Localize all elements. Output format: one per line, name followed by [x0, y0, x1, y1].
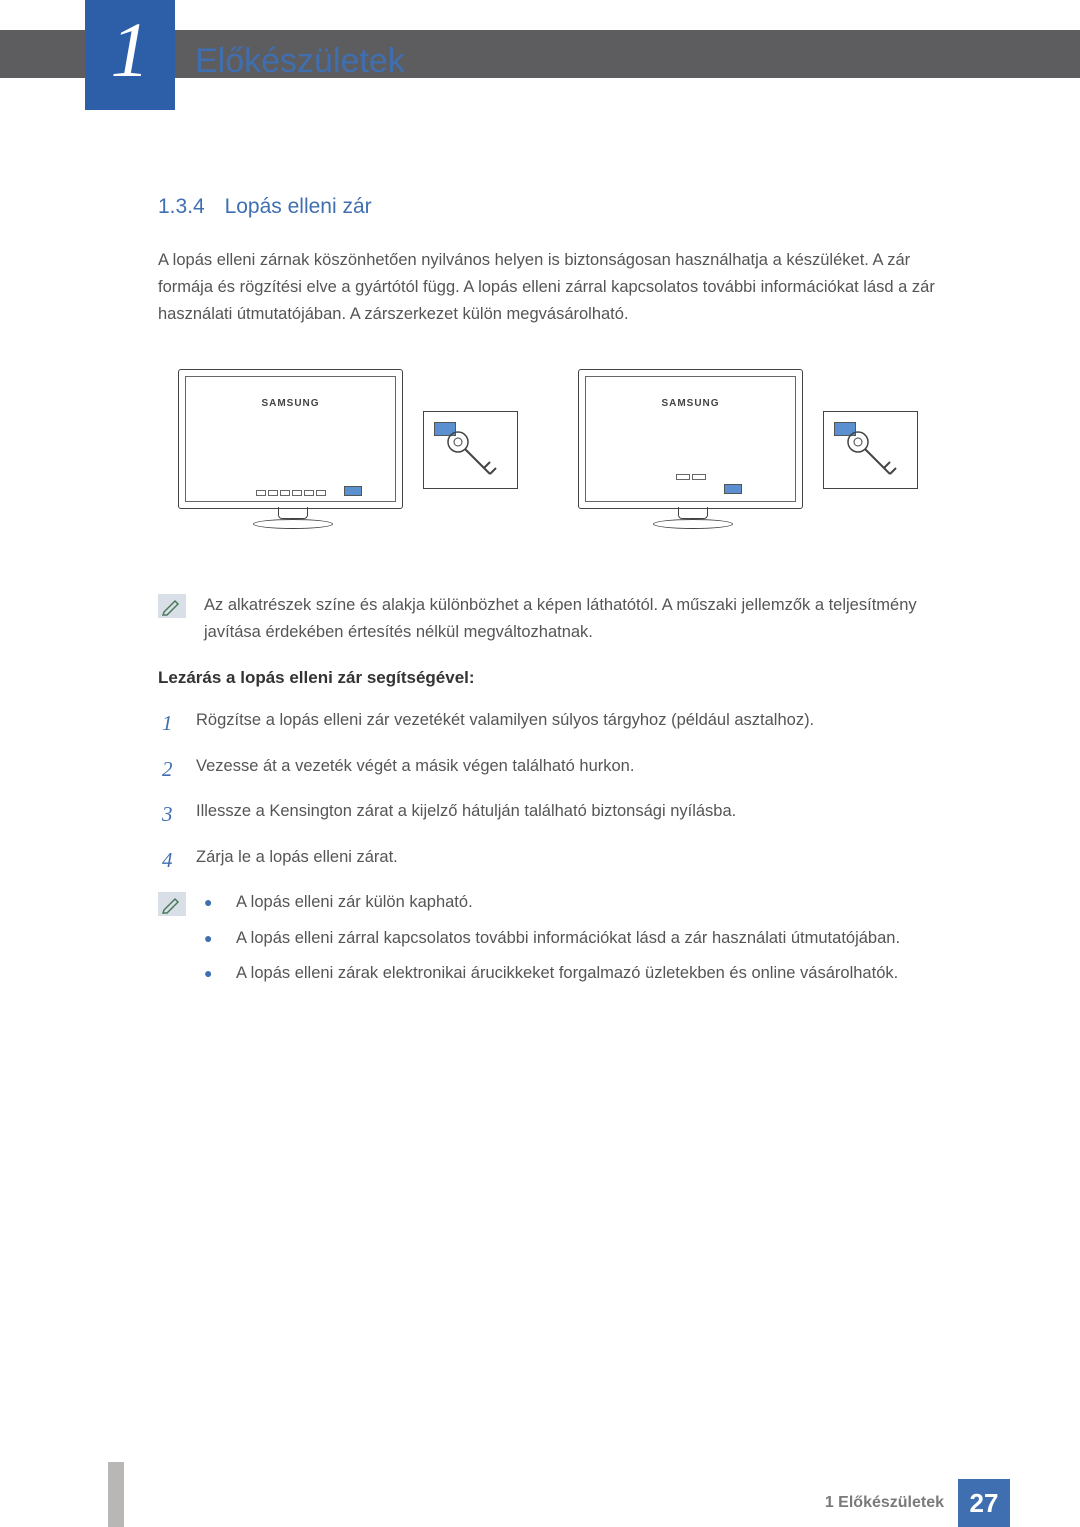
section-heading: 1.3.4 Lopás elleni zár	[158, 195, 968, 219]
monitor-diagram-2: SAMSUNG	[578, 369, 918, 544]
subheading: Lezárás a lopás elleni zár segítségével:	[158, 668, 968, 688]
key-icon	[846, 430, 901, 485]
step-item: 2 Vezesse át a vezeték végét a másik vége…	[162, 754, 968, 786]
step-number: 1	[162, 708, 178, 740]
brand-label: SAMSUNG	[179, 398, 402, 409]
page-footer: 1 Előkészületek 27	[0, 1479, 1080, 1527]
monitor-diagram-1: SAMSUNG	[178, 369, 518, 544]
page-content: 1.3.4 Lopás elleni zár A lopás elleni zá…	[158, 195, 968, 1019]
step-text: Zárja le a lopás elleni zárat.	[196, 845, 398, 877]
note-icon	[158, 892, 186, 916]
bullet-icon: ●	[204, 890, 218, 916]
bullet-text: A lopás elleni zárak elektronikai árucik…	[236, 961, 898, 987]
step-text: Rögzítse a lopás elleni zár vezetékét va…	[196, 708, 814, 740]
chapter-number-badge: 1	[85, 0, 175, 110]
note-2: ● A lopás elleni zár külön kapható. ● A lo…	[158, 890, 968, 997]
step-number: 4	[162, 845, 178, 877]
note-icon	[158, 594, 186, 618]
steps-list: 1 Rögzítse a lopás elleni zár vezetékét v…	[162, 708, 968, 876]
page-number: 27	[958, 1479, 1010, 1527]
chapter-title: Előkészületek	[195, 42, 405, 81]
section-title: Lopás elleni zár	[225, 195, 372, 218]
footer-label: 1 Előkészületek	[825, 1494, 944, 1512]
bullet-item: ● A lopás elleni zárak elektronikai áruci…	[204, 961, 900, 987]
bullet-item: ● A lopás elleni zár külön kapható.	[204, 890, 900, 916]
note-2-bullets: ● A lopás elleni zár külön kapható. ● A lo…	[204, 890, 900, 997]
bullet-text: A lopás elleni zárral kapcsolatos tovább…	[236, 926, 900, 952]
step-text: Illessze a Kensington zárat a kijelző há…	[196, 799, 736, 831]
step-item: 4 Zárja le a lopás elleni zárat.	[162, 845, 968, 877]
section-number: 1.3.4	[158, 195, 205, 218]
key-icon	[446, 430, 501, 485]
bullet-icon: ●	[204, 926, 218, 952]
intro-paragraph: A lopás elleni zárnak köszönhetően nyilv…	[158, 247, 968, 329]
note-1-text: Az alkatrészek színe és alakja különbözh…	[204, 592, 968, 646]
step-number: 2	[162, 754, 178, 786]
step-item: 3 Illessze a Kensington zárat a kijelző h…	[162, 799, 968, 831]
bullet-text: A lopás elleni zár külön kapható.	[236, 890, 473, 916]
brand-label: SAMSUNG	[579, 398, 802, 409]
note-1: Az alkatrészek színe és alakja különbözh…	[158, 592, 968, 646]
step-text: Vezesse át a vezeték végét a másik végen…	[196, 754, 634, 786]
bullet-item: ● A lopás elleni zárral kapcsolatos továb…	[204, 926, 900, 952]
step-number: 3	[162, 799, 178, 831]
bullet-icon: ●	[204, 961, 218, 987]
step-item: 1 Rögzítse a lopás elleni zár vezetékét v…	[162, 708, 968, 740]
figure-row: SAMSUNG	[178, 369, 968, 544]
